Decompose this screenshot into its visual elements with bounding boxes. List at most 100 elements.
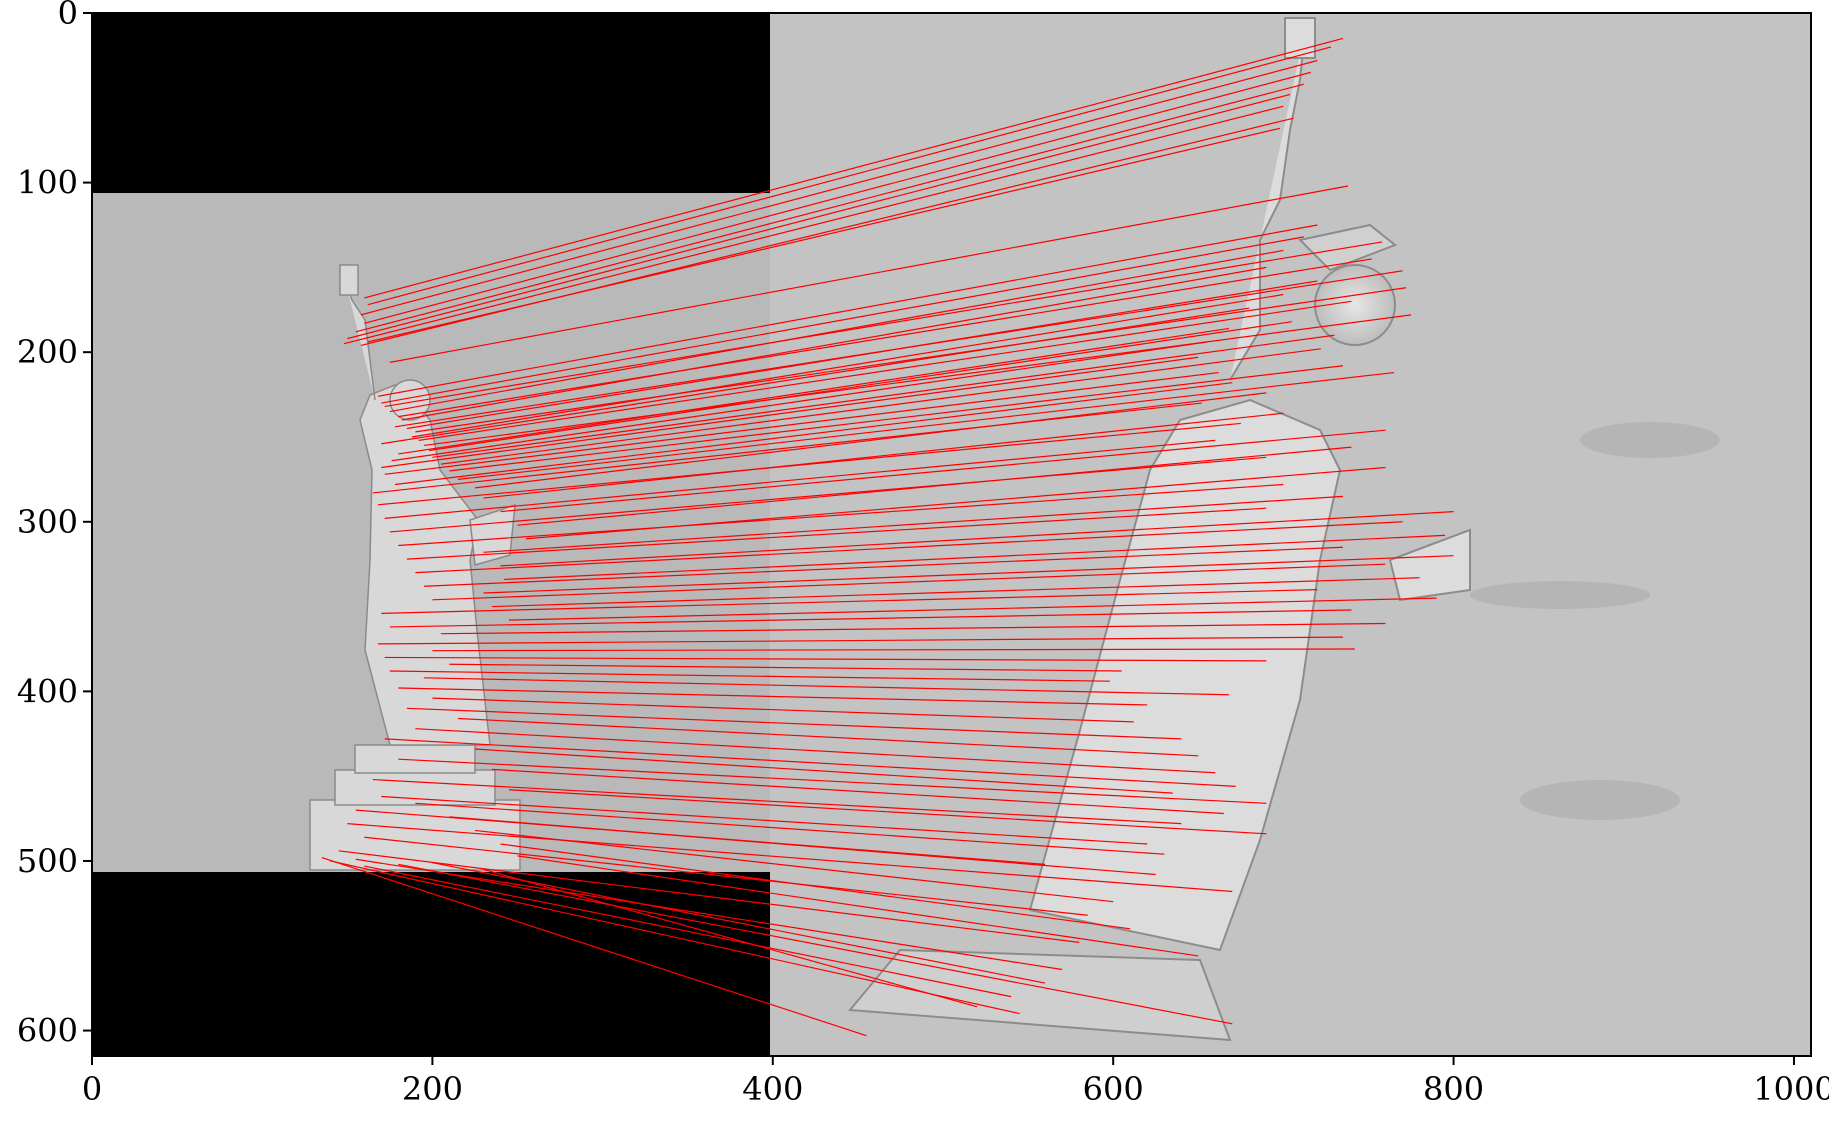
match-line-72 (508, 789, 1267, 835)
match-line-60 (389, 670, 1110, 682)
match-line-9 (389, 185, 1349, 363)
match-line-24 (398, 327, 1230, 455)
match-line-69 (398, 758, 1267, 804)
match-line-48 (423, 546, 1343, 587)
match-line-31 (457, 371, 1395, 480)
match-line-40 (389, 456, 1267, 533)
match-line-88 (398, 863, 1233, 1025)
match-line-14 (398, 258, 1372, 418)
match-line-27 (440, 348, 1321, 465)
match-line-32 (394, 382, 1233, 486)
match-line-5 (347, 93, 1291, 340)
match-line-57 (432, 648, 1355, 652)
match-line-53 (508, 597, 1437, 621)
y-tick-label-200: 200 (17, 333, 78, 371)
match-line-42 (398, 483, 1284, 547)
x-tick-label-800: 800 (1423, 1070, 1484, 1108)
plot-area (92, 13, 1811, 1056)
match-line-62 (398, 687, 1148, 706)
match-line-71 (372, 778, 1182, 825)
y-axis-ticks: 0 100 200 300 400 500 600 (17, 0, 92, 1050)
match-line-33 (474, 392, 1267, 489)
x-tick-label-1000: 1000 (1753, 1070, 1829, 1108)
match-line-84 (432, 862, 1046, 984)
match-line-54 (389, 609, 1352, 628)
match-line-73 (381, 795, 1148, 845)
match-line-8 (367, 127, 1281, 343)
match-line-28 (381, 356, 1199, 469)
match-line-58 (384, 656, 1267, 662)
match-line-44 (406, 507, 1267, 560)
match-line-15 (401, 266, 1267, 421)
match-line-23 (428, 321, 1292, 452)
match-line-21 (381, 307, 1250, 445)
match-line-64 (406, 707, 1182, 740)
match-line-77 (347, 823, 1233, 893)
match-line-59 (449, 663, 1122, 672)
y-tick-label-500: 500 (17, 842, 78, 880)
match-line-38 (384, 439, 1216, 519)
match-line-35 (483, 412, 1284, 499)
match-line-61 (423, 677, 1229, 696)
match-line-68 (474, 748, 1173, 794)
match-line-78 (474, 829, 1114, 903)
y-tick-label-0: 0 (58, 0, 78, 32)
match-line-34 (372, 402, 1202, 494)
match-line-36 (377, 422, 1241, 506)
match-line-22 (423, 314, 1412, 447)
match-line-66 (415, 728, 1216, 774)
left-statue (309, 264, 521, 871)
match-line-70 (491, 768, 1224, 815)
match-line-87 (330, 860, 1020, 1015)
match-line-56 (377, 636, 1343, 645)
match-line-45 (500, 511, 1454, 567)
match-lines (321, 37, 1454, 1037)
match-line-74 (415, 802, 1165, 855)
match-line-25 (432, 334, 1335, 458)
match-line-51 (491, 577, 1420, 608)
x-axis-ticks: 0 200 400 600 800 1000 (82, 1056, 1829, 1108)
match-line-11 (381, 236, 1304, 404)
match-line-19 (411, 293, 1284, 438)
right-statue (847, 17, 1471, 1042)
y-tick-label-400: 400 (17, 672, 78, 710)
match-line-83 (355, 858, 1063, 971)
y-tick-label-100: 100 (17, 164, 78, 202)
match-line-29 (449, 365, 1344, 472)
match-line-18 (415, 287, 1407, 433)
match-line-1 (367, 46, 1332, 306)
match-line-3 (364, 71, 1311, 324)
match-line-55 (440, 622, 1386, 635)
match-line-43 (483, 495, 1343, 553)
match-line-20 (418, 300, 1352, 441)
match-line-89 (321, 857, 867, 1037)
match-line-13 (389, 249, 1284, 413)
match-line-0 (364, 37, 1344, 299)
match-line-63 (432, 697, 1134, 723)
match-line-6 (343, 105, 1284, 345)
x-tick-label-0: 0 (82, 1070, 102, 1108)
match-line-50 (432, 563, 1386, 601)
match-line-67 (384, 738, 1236, 787)
match-line-12 (384, 241, 1383, 408)
match-line-26 (391, 341, 1207, 462)
right-image-clouds (1470, 422, 1720, 820)
match-line-76 (449, 816, 1156, 876)
match-line-10 (377, 224, 1318, 397)
match-line-81 (338, 850, 1080, 943)
match-line-80 (500, 843, 1131, 930)
match-line-4 (355, 83, 1304, 333)
match-line-17 (406, 280, 1318, 430)
match-line-47 (503, 534, 1446, 581)
y-tick-label-600: 600 (17, 1012, 78, 1050)
right-image (770, 13, 1811, 1056)
match-line-49 (483, 555, 1454, 594)
match-line-65 (457, 717, 1199, 757)
match-line-37 (500, 429, 1386, 513)
x-tick-label-200: 200 (402, 1070, 463, 1108)
y-tick-label-300: 300 (17, 503, 78, 541)
axes-frame (91, 12, 1812, 1057)
x-tick-label-400: 400 (742, 1070, 803, 1108)
match-line-52 (381, 589, 1318, 614)
